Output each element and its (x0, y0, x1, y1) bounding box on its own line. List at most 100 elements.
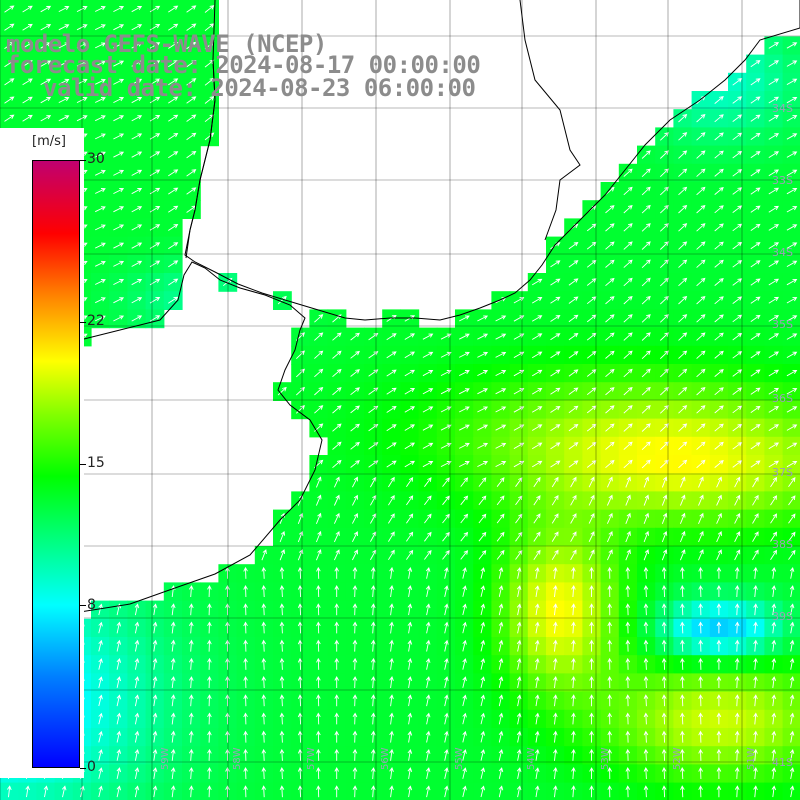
wind-arrow (623, 423, 633, 432)
wind-arrow (553, 767, 558, 780)
wind-arrow (116, 657, 122, 670)
wind-arrow (589, 730, 594, 743)
wind-arrow (424, 531, 432, 542)
wind-arrow (641, 314, 651, 323)
wind-arrow (661, 476, 668, 488)
wind-arrow (477, 333, 489, 340)
wind-arrow (22, 96, 33, 104)
wind-arrow (350, 350, 360, 359)
wind-arrow (25, 785, 30, 798)
wind-arrow (370, 657, 376, 670)
wind-arrow (477, 370, 489, 377)
wind-arrow (696, 223, 706, 232)
wind-arrow (261, 748, 267, 761)
wind-arrow (786, 315, 798, 322)
wind-arrow (716, 694, 722, 707)
wind-arrow (422, 461, 434, 468)
wind-arrow (605, 223, 615, 232)
wind-arrow (279, 730, 285, 743)
wind-arrow (550, 260, 561, 268)
wind-arrow (334, 639, 339, 652)
wind-arrow (113, 279, 125, 286)
wind-arrow (351, 476, 358, 488)
wind-arrow (550, 278, 561, 286)
wind-arrow (786, 224, 798, 231)
wind-arrow (570, 513, 577, 524)
wind-arrow (770, 513, 778, 524)
wind-arrow (261, 566, 267, 579)
wind-arrow (225, 585, 230, 597)
wind-arrow (462, 712, 467, 725)
wind-arrow (768, 351, 779, 359)
wind-arrow (425, 730, 431, 743)
wind-arrow (425, 585, 431, 597)
wind-arrow (516, 730, 522, 743)
wind-arrow (568, 351, 579, 359)
wind-arrow (550, 296, 561, 304)
wind-arrow (478, 550, 487, 560)
wind-arrow (444, 676, 449, 688)
coastline (0, 0, 800, 615)
wind-arrow (261, 621, 267, 634)
wind-arrow (607, 657, 612, 670)
wind-arrow (170, 767, 176, 780)
wind-arrow (332, 368, 342, 378)
wind-arrow (149, 260, 161, 268)
wind-arrow (534, 676, 540, 688)
wind-arrow (734, 603, 740, 616)
wind-arrow (168, 78, 179, 86)
wind-arrow (243, 566, 248, 579)
wind-arrow (771, 730, 777, 743)
wind-arrow (732, 351, 743, 359)
wind-arrow (678, 350, 688, 359)
wind-arrow (786, 96, 798, 104)
wind-arrow (425, 621, 431, 634)
latitude-label: 38S (772, 538, 793, 551)
wind-arrow (131, 151, 143, 158)
wind-arrow (661, 512, 668, 524)
wind-arrow (789, 585, 795, 597)
wind-arrow (134, 767, 140, 779)
wind-arrow (444, 621, 449, 634)
wind-arrow (424, 549, 432, 560)
wind-arrow (425, 748, 431, 761)
wind-arrow (661, 494, 668, 506)
wind-arrow (478, 495, 487, 506)
wind-arrow (789, 748, 795, 761)
wind-arrow (571, 585, 576, 598)
wind-arrow (698, 476, 704, 488)
wind-arrow (404, 442, 415, 450)
wind-arrow (588, 512, 595, 524)
wind-arrow (553, 785, 558, 798)
wind-arrow (732, 223, 743, 232)
wind-arrow (750, 351, 761, 359)
wind-arrow (696, 423, 706, 432)
wind-arrow (334, 730, 339, 743)
wind-arrow (458, 388, 470, 395)
wind-arrow (732, 78, 743, 86)
wind-arrow (641, 259, 651, 269)
wind-arrow (425, 639, 431, 652)
wind-arrow (149, 187, 161, 195)
wind-arrow (570, 476, 577, 488)
wind-arrow (279, 657, 285, 670)
wind-arrow (442, 477, 450, 487)
wind-arrow (753, 621, 758, 634)
wind-arrow (734, 730, 740, 743)
wind-arrow (279, 676, 285, 689)
wind-arrow (625, 676, 631, 689)
wind-arrow (498, 566, 504, 579)
wind-arrow (625, 639, 631, 652)
wind-arrow (789, 676, 795, 688)
wind-arrow (188, 767, 194, 780)
wind-arrow (661, 585, 667, 598)
wind-arrow (370, 676, 376, 689)
wind-arrow (462, 585, 467, 597)
latitude-label: 36S (772, 392, 793, 405)
wind-arrow (186, 150, 197, 159)
wind-arrow (789, 694, 795, 707)
wind-arrow (625, 712, 631, 725)
wind-arrow (297, 767, 303, 780)
wind-arrow (534, 712, 540, 725)
wind-arrow (406, 549, 414, 560)
